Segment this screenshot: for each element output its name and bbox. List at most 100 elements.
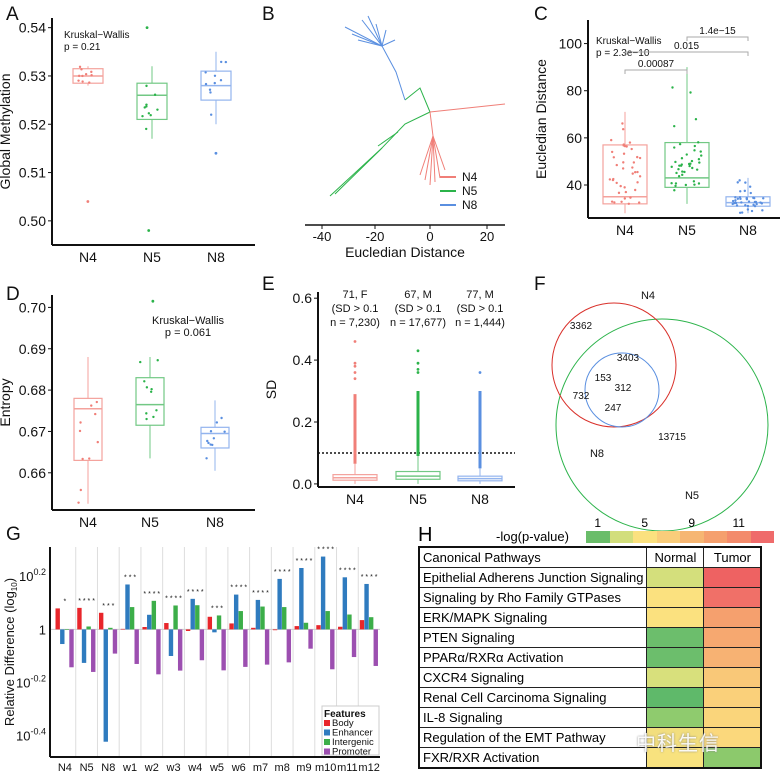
comparison-p-value: 0.015 (674, 41, 699, 52)
tree-branch (329, 147, 383, 197)
outlier-point (353, 340, 357, 343)
y-tick-label: 80 (566, 83, 582, 99)
data-point (631, 172, 634, 175)
bar-promoter (91, 629, 96, 672)
legend (321, 705, 380, 756)
group-info: 71, F (342, 289, 367, 301)
data-point (633, 171, 637, 174)
x-tick-label: w6 (231, 762, 246, 774)
panel-h-heatmap: H -log(p-value) 1 5 9 11 Canonical Pathways… (404, 516, 784, 779)
table-row: Signaling by Rho Family GTPases (418, 587, 762, 608)
data-point (88, 457, 91, 460)
data-point (610, 200, 614, 203)
heat-cell-normal (646, 587, 705, 608)
group-info: (SD > 0.1 (332, 303, 379, 315)
data-point (761, 209, 764, 212)
data-point (612, 156, 616, 159)
y-tick-label: 1 (39, 622, 46, 637)
y-axis-label: Eucledian Distance (533, 59, 549, 179)
data-point (627, 202, 631, 206)
x-tick-label: N4 (616, 222, 634, 238)
x-tick-label: m8 (275, 762, 290, 774)
data-point (750, 209, 754, 213)
panel-label-f: F (534, 274, 546, 295)
legend-color-cell (656, 531, 680, 543)
legend-color-cell (680, 531, 704, 543)
x-tick-label: m11 (337, 762, 358, 774)
panel-label-c: C (534, 4, 548, 25)
bar-body (77, 607, 82, 630)
bar-promoter (112, 629, 118, 654)
y-tick-label: 10-0.2 (16, 674, 46, 691)
data-point (674, 184, 677, 188)
data-point (84, 73, 88, 76)
data-point (215, 421, 219, 424)
y-tick-label: 0.66 (19, 465, 46, 481)
significance-stars: * (63, 598, 66, 605)
tree-branch (367, 15, 383, 47)
stat-annotation: p = 0.061 (165, 327, 211, 339)
data-point (736, 197, 740, 200)
data-point (224, 60, 228, 64)
pathway-name: FXR/RXR Activation (418, 747, 648, 769)
data-point (746, 208, 750, 211)
significance-stars: * * * (102, 603, 114, 610)
bar-enhancer (212, 629, 217, 633)
data-point (636, 170, 639, 174)
legend-swatch (324, 720, 330, 726)
tree-branch (377, 131, 399, 147)
y-tick-label: 0.51 (19, 165, 46, 181)
data-point (734, 199, 737, 202)
tree-branch (404, 87, 431, 113)
data-point (208, 88, 212, 91)
data-point (209, 443, 212, 446)
heat-cell-tumor (703, 647, 762, 668)
data-point (673, 189, 676, 192)
box-n4 (72, 65, 104, 203)
pathway-name: IL-8 Signaling (418, 707, 648, 728)
y-tick-label: 60 (566, 130, 582, 146)
data-point (220, 416, 223, 420)
data-point (79, 421, 82, 424)
data-point (736, 181, 739, 184)
bar-body (120, 628, 126, 630)
tick-base: 10 (19, 569, 33, 584)
heat-cell-tumor (703, 587, 762, 608)
heat-cell-tumor (703, 667, 762, 688)
table-row: PTEN Signaling (418, 627, 762, 648)
x-tick-label: 0 (426, 229, 433, 244)
bar-intergenic (238, 611, 243, 630)
data-point (755, 202, 758, 206)
y-axis-label: Relative Difference (log10) (2, 578, 19, 726)
heat-cell-normal (646, 647, 705, 668)
tree-branch (419, 135, 434, 176)
significance-stars: * * * * (361, 574, 378, 581)
tree-branch (429, 135, 434, 186)
heatmap-legend-label: -log(p-value) (496, 529, 569, 544)
outlier-point (478, 371, 482, 374)
comparison-p-value: 1.4e−15 (699, 26, 736, 37)
data-point (735, 204, 739, 207)
x-tick-label: N8 (471, 491, 489, 507)
heat-cell-normal (646, 687, 705, 708)
data-point (612, 177, 615, 181)
data-point (149, 390, 153, 393)
y-axis-label: Entropy (0, 378, 13, 426)
bar-body (272, 629, 278, 631)
venn-count: 3403 (617, 353, 640, 364)
panel-label-g: G (6, 524, 21, 545)
bar-promoter (177, 629, 183, 671)
table-row: ERK/MAPK Signaling (418, 607, 762, 628)
group-info: (SD > 0.1 (457, 303, 504, 315)
tree-branch (381, 39, 396, 47)
data-point (88, 81, 91, 84)
tree-branch (429, 111, 434, 137)
y-tick-label: 100.2 (19, 567, 46, 584)
data-point (77, 501, 80, 504)
table-row: Regulation of the EMT Pathway (418, 727, 762, 748)
data-point (687, 162, 691, 166)
data-point (143, 106, 146, 109)
data-point (670, 165, 673, 169)
data-point (699, 150, 702, 153)
x-tick-label: m10 (315, 762, 336, 774)
